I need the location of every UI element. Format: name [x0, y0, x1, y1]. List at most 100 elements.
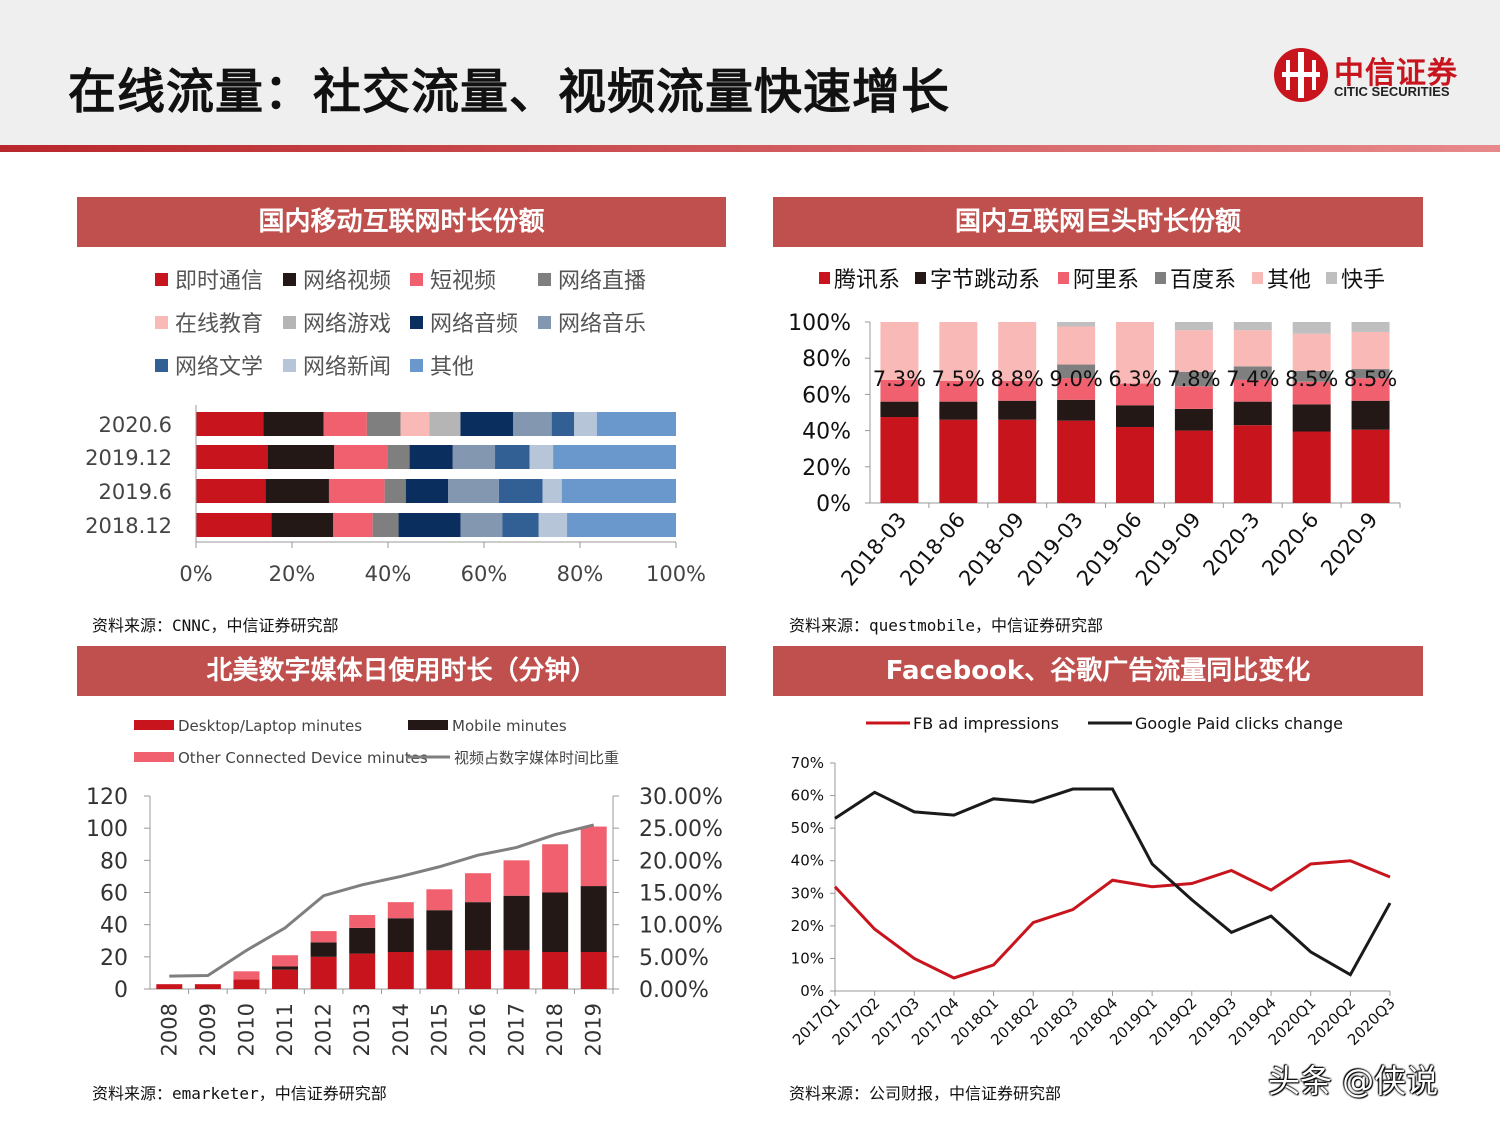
- legend-swatch-s5: [1326, 272, 1337, 284]
- series-line-video-share: [169, 823, 595, 978]
- y-tick-label: 0: [114, 978, 128, 1003]
- bar-segment: [503, 895, 530, 951]
- x-tick-label: 2019: [582, 1003, 606, 1056]
- bar-segment: [387, 952, 414, 989]
- legend-label-s0: 腾讯系: [834, 268, 900, 293]
- bar-segment: [271, 513, 334, 537]
- bar-segment: [1174, 408, 1213, 431]
- bar-segment: [429, 412, 461, 436]
- bar-segment: [268, 445, 335, 469]
- bar-segment: [194, 984, 221, 989]
- header-divider: [0, 145, 1500, 152]
- bar-segment: [1174, 322, 1213, 331]
- bar-segment: [580, 826, 607, 887]
- legend-swatch-s3: [1155, 272, 1166, 284]
- y-tick-label: 40: [100, 914, 128, 939]
- x-tick-label: 2016: [466, 1003, 490, 1056]
- panel-title-mobile-share: 国内移动互联网时长份额: [77, 197, 726, 247]
- legend-label-s3: 网络直播: [558, 269, 646, 294]
- bar-segment: [503, 950, 530, 989]
- bar-segment: [580, 952, 607, 989]
- y-tick-label: 2020.6: [99, 413, 172, 437]
- data-label: 6.3%: [1108, 367, 1161, 391]
- y-tick-label: 0%: [816, 492, 851, 517]
- legend-swatch-s5: [283, 316, 296, 329]
- y2-tick-label: 0.00%: [639, 978, 709, 1003]
- x-tick-label: 20%: [269, 562, 316, 586]
- bar-segment: [1233, 379, 1272, 402]
- bar-segment: [1116, 405, 1154, 427]
- legend-label-s5: 快手: [1341, 268, 1385, 293]
- bar-segment: [538, 513, 568, 537]
- bar-segment: [567, 513, 676, 537]
- source-note-3: 资料来源：emarketer，中信证券研究部: [92, 1084, 387, 1103]
- bar-segment: [998, 419, 1037, 503]
- bar-segment: [1233, 401, 1272, 426]
- legend-label-s1: Mobile minutes: [452, 717, 567, 735]
- y-tick-label: 60%: [802, 383, 851, 408]
- x-tick-label: 2012: [312, 1003, 336, 1056]
- bar-segment: [233, 979, 260, 989]
- bar-segment: [1174, 386, 1213, 409]
- bar-segment: [1057, 322, 1096, 327]
- y2-tick-label: 5.00%: [639, 946, 709, 971]
- logo-text-en: CITIC SECURITIES: [1334, 84, 1450, 99]
- bar-segment: [1351, 378, 1390, 401]
- bar-segment: [1057, 326, 1096, 365]
- bar-segment: [551, 412, 575, 436]
- y-tick-label: 50%: [791, 819, 824, 837]
- series-line-s1: [834, 787, 1392, 977]
- x-tick-label: 2011: [273, 1003, 297, 1056]
- legend-swatch-s7: [538, 316, 551, 329]
- x-tick-label: 2015: [427, 1003, 451, 1056]
- source-note-2: 资料来源：questmobile，中信证券研究部: [789, 616, 1103, 635]
- y-tick-label: 120: [86, 785, 128, 810]
- y-tick-label: 100%: [788, 311, 851, 336]
- legend-label-s1: 字节跳动系: [930, 268, 1040, 293]
- bar-segment: [998, 400, 1037, 420]
- bar-segment: [1174, 430, 1213, 503]
- bar-segment: [1057, 364, 1096, 379]
- bar-segment: [574, 412, 597, 436]
- y-tick-label: 60%: [791, 787, 824, 805]
- bar-segment: [580, 886, 607, 953]
- bar-segment: [387, 902, 414, 919]
- legend-label-s8: 网络文学: [175, 355, 263, 380]
- y-tick-label: 30%: [791, 884, 824, 902]
- bar-segment: [1351, 369, 1390, 379]
- legend-label-s1: Google Paid clicks change: [1135, 714, 1343, 733]
- bar-segment: [448, 479, 499, 503]
- bar-segment: [1057, 420, 1096, 503]
- bar-segment: [310, 942, 337, 957]
- bar-segment: [196, 412, 264, 436]
- bar-segment: [1057, 399, 1096, 421]
- y-tick-label: 100: [86, 817, 128, 842]
- legend-label-s2: Other Connected Device minutes: [178, 749, 428, 767]
- bar-segment: [1292, 370, 1331, 382]
- page-title: 在线流量：社交流量、视频流量快速增长: [68, 64, 951, 120]
- bar-segment: [1116, 383, 1154, 406]
- data-label: 9.0%: [1049, 367, 1102, 391]
- legend-label-s1: 网络视频: [303, 269, 391, 294]
- bar-segment: [334, 445, 388, 469]
- bar-segment: [1057, 378, 1096, 400]
- bar-segment: [272, 955, 299, 967]
- bar-segment: [513, 412, 552, 436]
- y-tick-label: 10%: [791, 949, 824, 967]
- legend-swatch-s8: [155, 359, 168, 372]
- legend-label-s4: 在线教育: [175, 312, 263, 337]
- y-tick-label: 0%: [800, 982, 824, 1000]
- bar-segment: [1116, 322, 1154, 384]
- header-bar: [0, 0, 1500, 145]
- bar-segment: [502, 513, 539, 537]
- bar-segment: [1174, 371, 1213, 387]
- x-tick-label: 2017: [505, 1003, 529, 1056]
- source-note-1: 资料来源：CNNC，中信证券研究部: [92, 616, 339, 635]
- bar-segment: [464, 902, 491, 951]
- x-tick-label: 2014: [389, 1003, 413, 1056]
- bar-segment: [349, 953, 376, 989]
- legend-label-s2: 阿里系: [1073, 268, 1139, 293]
- bar-segment: [1292, 322, 1331, 334]
- legend-swatch-s0: [819, 272, 830, 284]
- y-tick-label: 80: [100, 849, 128, 874]
